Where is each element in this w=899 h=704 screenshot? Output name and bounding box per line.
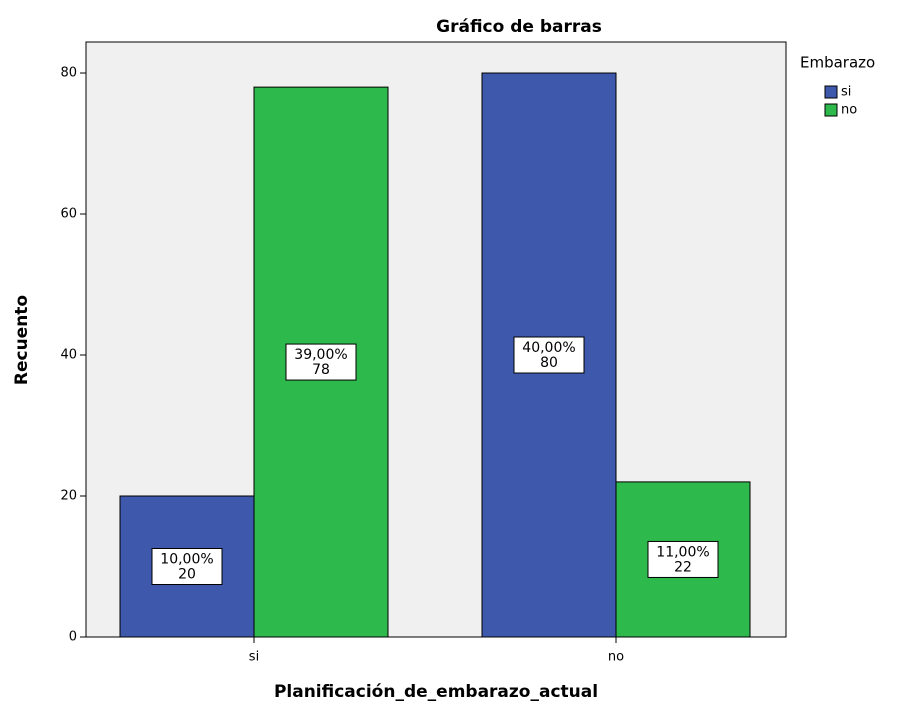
percent-label: 40,00% [522,340,575,356]
chart-title: Gráfico de barras [436,17,602,37]
value-label-box [513,336,585,374]
value-label: 20 [178,567,196,583]
value-label: 78 [312,362,330,378]
y-tick-label: 0 [69,630,77,645]
y-tick-label: 40 [60,348,77,363]
y-axis-label: Recuento [12,295,32,385]
legend-title: Embarazo [800,54,875,72]
value-label-box [285,343,357,381]
legend-swatch [824,85,838,99]
value-label-box [647,540,719,578]
value-label: 80 [540,355,558,371]
percent-label: 39,00% [294,347,347,363]
x-tick-label: no [608,650,624,665]
x-axis-label: Planificación_de_embarazo_actual [274,682,598,702]
percent-label: 11,00% [656,544,709,560]
legend-label: no [841,103,857,118]
legend-swatch [824,103,838,117]
legend-label: si [841,85,851,100]
percent-label: 10,00% [160,552,213,568]
y-tick-label: 80 [60,66,77,81]
x-tick-label: si [249,650,259,665]
value-label: 22 [674,559,692,575]
value-label-box [151,548,223,586]
y-tick-label: 60 [60,207,77,222]
y-tick-label: 20 [60,489,77,504]
